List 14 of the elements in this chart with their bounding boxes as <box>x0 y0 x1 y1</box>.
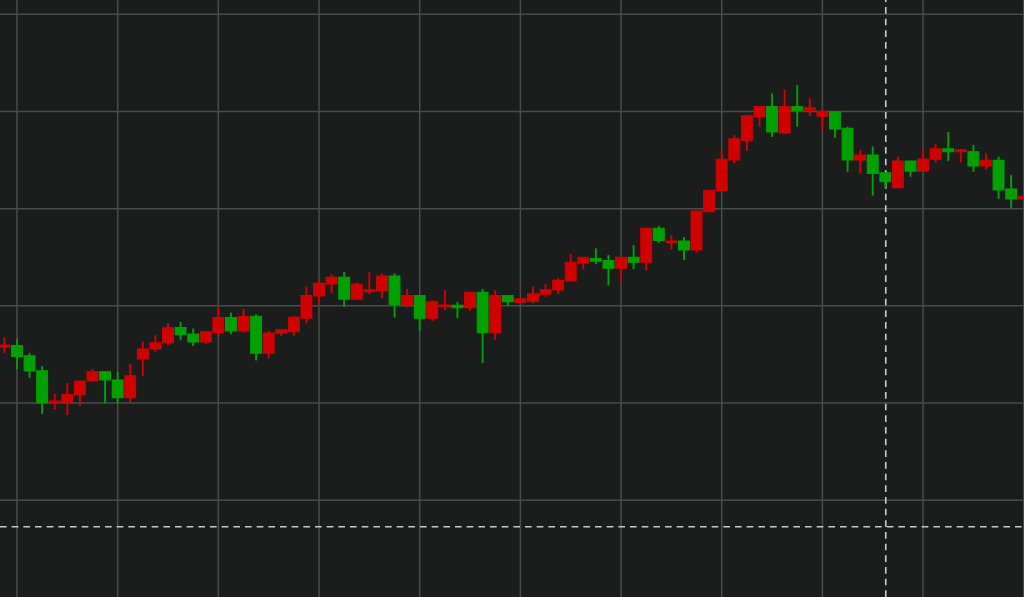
candlestick <box>413 294 426 332</box>
candlestick <box>401 287 414 309</box>
candlestick <box>942 130 955 162</box>
candlestick <box>854 149 867 175</box>
candlestick <box>124 362 137 404</box>
candlestick <box>224 311 237 336</box>
candlestick <box>816 107 829 132</box>
candlestick <box>338 270 351 308</box>
candlestick <box>627 244 640 271</box>
candlestick <box>967 144 980 173</box>
candlestick <box>678 236 690 261</box>
candlestick <box>791 84 804 128</box>
candlestick <box>237 308 250 334</box>
candlestick <box>615 256 628 284</box>
